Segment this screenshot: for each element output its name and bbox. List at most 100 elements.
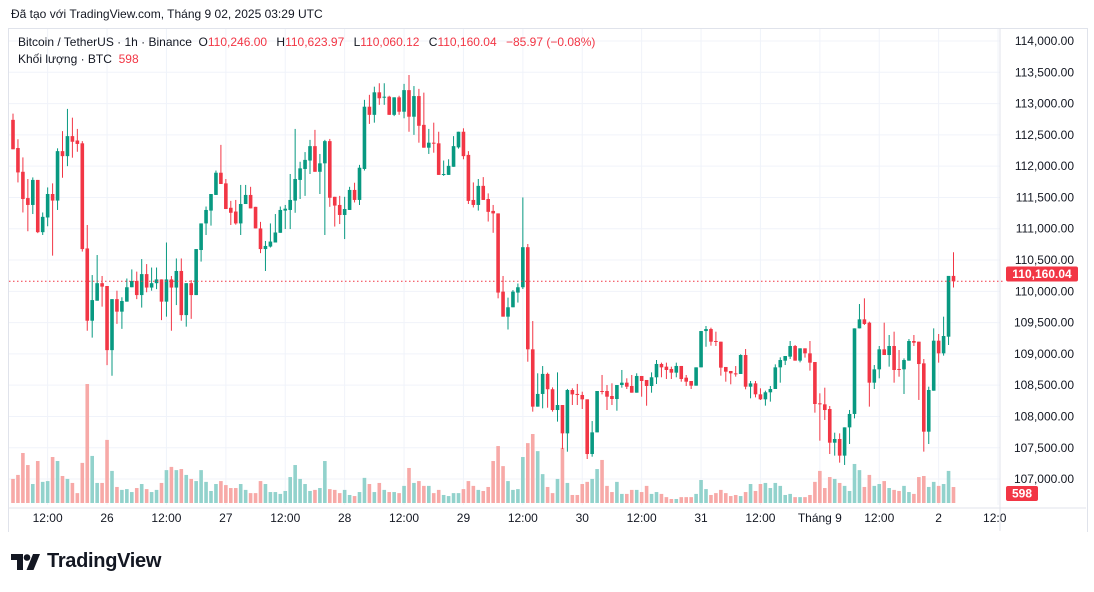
candle[interactable]: [724, 366, 728, 382]
candle[interactable]: [788, 341, 792, 360]
candle[interactable]: [813, 362, 817, 413]
candle[interactable]: [907, 338, 911, 361]
candle[interactable]: [857, 304, 862, 329]
candle[interactable]: [600, 374, 604, 395]
candle[interactable]: [912, 334, 916, 347]
candle[interactable]: [174, 258, 179, 306]
symbol-label[interactable]: Bitcoin / TetherUS · 1h · Binance: [18, 35, 192, 49]
candle[interactable]: [377, 83, 382, 105]
candle[interactable]: [545, 372, 550, 408]
candle[interactable]: [555, 372, 560, 422]
candle[interactable]: [179, 258, 184, 321]
candle[interactable]: [629, 374, 634, 393]
candle[interactable]: [164, 242, 169, 317]
candle[interactable]: [709, 327, 713, 346]
candle[interactable]: [669, 366, 674, 379]
candle[interactable]: [184, 283, 189, 327]
candle[interactable]: [808, 341, 812, 371]
candle[interactable]: [847, 409, 852, 445]
candle[interactable]: [521, 197, 525, 289]
candle[interactable]: [832, 432, 837, 456]
candle[interactable]: [610, 383, 614, 406]
candle[interactable]: [803, 348, 807, 358]
candle[interactable]: [842, 427, 847, 465]
candle[interactable]: [941, 316, 946, 356]
candle[interactable]: [357, 164, 362, 205]
candle[interactable]: [951, 252, 956, 288]
candle[interactable]: [560, 405, 565, 450]
candle[interactable]: [664, 362, 669, 379]
candle[interactable]: [763, 390, 768, 406]
candle[interactable]: [278, 206, 283, 233]
candle[interactable]: [565, 388, 570, 452]
candle[interactable]: [367, 94, 372, 124]
candle[interactable]: [229, 200, 233, 225]
candle[interactable]: [526, 244, 530, 362]
candle[interactable]: [862, 298, 867, 325]
candle[interactable]: [436, 131, 441, 175]
candle[interactable]: [634, 373, 639, 393]
candle[interactable]: [946, 275, 951, 346]
candle[interactable]: [654, 360, 659, 384]
candle[interactable]: [318, 153, 322, 195]
candle[interactable]: [496, 213, 500, 299]
candle[interactable]: [550, 387, 555, 412]
candle[interactable]: [11, 113, 15, 150]
candle[interactable]: [347, 186, 352, 210]
candle[interactable]: [575, 383, 580, 406]
candle[interactable]: [214, 170, 218, 195]
candle[interactable]: [130, 269, 134, 288]
candle[interactable]: [283, 204, 288, 230]
candle[interactable]: [936, 333, 941, 363]
candle[interactable]: [733, 366, 738, 377]
candle[interactable]: [352, 182, 357, 203]
candle[interactable]: [199, 223, 203, 262]
candle[interactable]: [337, 195, 342, 225]
candle[interactable]: [926, 386, 931, 445]
candle[interactable]: [605, 384, 609, 411]
candle[interactable]: [55, 148, 60, 210]
candle[interactable]: [263, 240, 268, 271]
candle[interactable]: [169, 275, 174, 331]
candle[interactable]: [243, 184, 248, 205]
candle[interactable]: [110, 299, 114, 376]
candle[interactable]: [392, 97, 396, 117]
candle[interactable]: [768, 385, 773, 402]
candle[interactable]: [397, 95, 401, 115]
candle[interactable]: [818, 393, 822, 441]
candle[interactable]: [288, 173, 292, 230]
candle[interactable]: [931, 328, 936, 391]
candle[interactable]: [105, 285, 109, 366]
candle[interactable]: [783, 356, 787, 366]
candle[interactable]: [125, 278, 129, 302]
candle[interactable]: [852, 328, 857, 419]
candle[interactable]: [219, 144, 223, 184]
candle[interactable]: [471, 182, 476, 208]
candle[interactable]: [540, 366, 545, 409]
candle[interactable]: [451, 136, 456, 167]
candle[interactable]: [139, 259, 144, 308]
candle[interactable]: [303, 152, 307, 196]
candle[interactable]: [466, 151, 471, 205]
candle[interactable]: [441, 160, 446, 176]
candle[interactable]: [65, 108, 70, 167]
candle[interactable]: [412, 86, 416, 135]
candle[interactable]: [837, 433, 842, 463]
candle[interactable]: [323, 139, 327, 235]
candle[interactable]: [674, 362, 679, 378]
candle[interactable]: [45, 187, 50, 227]
candle[interactable]: [506, 297, 510, 330]
candle[interactable]: [585, 399, 589, 460]
candle[interactable]: [456, 131, 461, 149]
candle[interactable]: [382, 83, 387, 105]
candle[interactable]: [189, 280, 193, 319]
candle[interactable]: [704, 326, 708, 347]
candle[interactable]: [753, 380, 758, 398]
candle[interactable]: [273, 214, 278, 243]
candle[interactable]: [793, 345, 797, 361]
candle[interactable]: [679, 365, 684, 382]
candle[interactable]: [253, 206, 258, 229]
candle[interactable]: [714, 331, 718, 347]
candle[interactable]: [689, 380, 693, 389]
candle[interactable]: [877, 346, 882, 379]
